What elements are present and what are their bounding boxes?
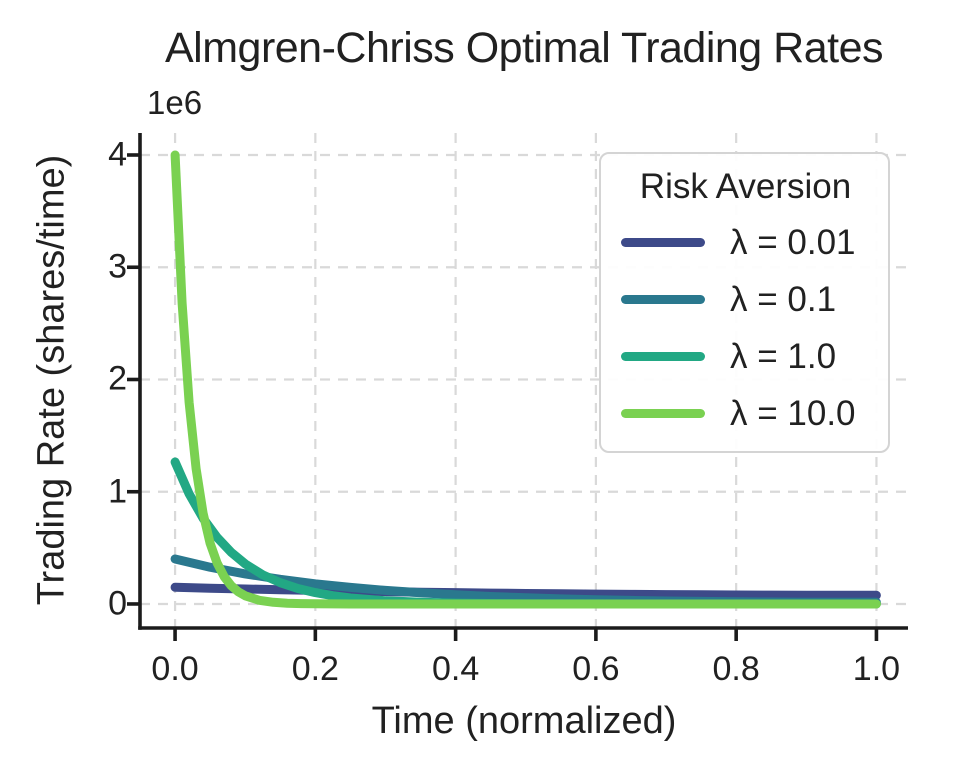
series-layer — [170, 150, 881, 609]
legend-entry: λ = 0.01 — [621, 214, 870, 271]
series-line-lambda-10 — [170, 150, 881, 609]
x-tick-label: 0.2 — [291, 650, 339, 688]
y-tick-label: 1 — [108, 472, 127, 511]
legend-entry-label: λ = 0.1 — [730, 279, 837, 319]
legend-swatch — [621, 409, 705, 418]
legend-entry: λ = 0.1 — [621, 271, 870, 328]
legend-entry-label: λ = 0.01 — [730, 222, 856, 262]
x-tick-label: 0.0 — [151, 650, 199, 688]
y-axis-label: Trading Rate (shares/time) — [30, 154, 73, 606]
x-tick-label: 0.4 — [431, 650, 480, 688]
x-axis-label: Time (normalized) — [371, 700, 677, 742]
legend-entry: λ = 10.0 — [621, 385, 870, 442]
legend-entries: λ = 0.01 λ = 0.1 λ = 1.0 λ = 10.0 — [621, 214, 870, 442]
legend-swatch — [621, 238, 705, 247]
y-tick-label: 3 — [108, 247, 127, 286]
series-line-lambda-1 — [170, 457, 881, 609]
legend-entry: λ = 1.0 — [621, 328, 870, 385]
y-tick-label: 2 — [108, 359, 127, 398]
chart-title: Almgren-Chriss Optimal Trading Rates — [164, 24, 884, 72]
y-axis-offset-label: 1e6 — [147, 84, 203, 121]
y-tick-label: 4 — [108, 135, 127, 174]
legend-swatch — [621, 295, 705, 304]
x-tick-label: 0.6 — [572, 650, 620, 688]
legend-entry-label: λ = 10.0 — [730, 393, 856, 433]
legend-swatch — [621, 352, 705, 361]
y-tick-label: 0 — [108, 584, 127, 623]
axis-layer — [127, 133, 908, 641]
legend: Risk Aversion λ = 0.01 λ = 0.1 λ = 1.0 λ = … — [599, 152, 890, 453]
x-tick-label: 0.8 — [712, 650, 760, 688]
legend-entry-label: λ = 1.0 — [730, 336, 837, 376]
legend-title: Risk Aversion — [639, 167, 852, 206]
x-tick-label: 1.0 — [852, 650, 901, 688]
